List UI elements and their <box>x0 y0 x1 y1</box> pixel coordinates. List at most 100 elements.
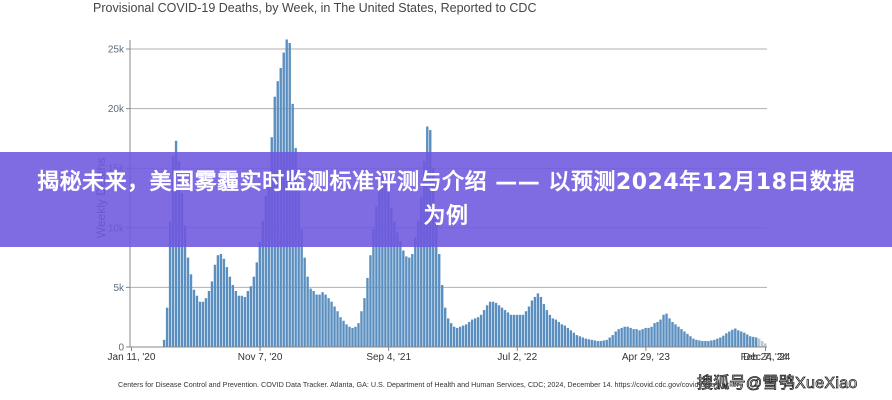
bar <box>390 207 393 347</box>
bar <box>755 337 758 347</box>
headline-text: 揭秘未来，美国雾霾实时监测标准评测与介绍 —— 以预测2024年12月18日数据… <box>37 169 855 229</box>
bar <box>432 168 435 347</box>
bar <box>725 333 728 347</box>
bar <box>524 311 528 347</box>
bar <box>743 332 746 347</box>
bar <box>722 335 725 347</box>
bar <box>255 262 258 347</box>
bar <box>384 176 387 347</box>
bar <box>336 311 339 347</box>
bar <box>219 254 223 347</box>
bar <box>473 318 477 347</box>
bar <box>450 323 453 347</box>
bar <box>674 324 677 347</box>
bar <box>246 290 250 347</box>
bar <box>500 307 504 347</box>
bar <box>327 298 330 347</box>
bar <box>554 319 558 347</box>
bar <box>506 312 510 347</box>
bar <box>587 339 590 347</box>
bar <box>261 220 264 347</box>
bar <box>479 314 483 347</box>
bar <box>626 326 629 347</box>
bar <box>533 296 537 347</box>
bar <box>333 306 336 347</box>
bar <box>578 336 581 347</box>
bar <box>330 301 333 347</box>
bar <box>195 295 199 347</box>
bar <box>518 314 522 347</box>
bar <box>177 161 181 347</box>
bar <box>611 335 614 347</box>
bar <box>650 326 653 347</box>
bar <box>225 267 229 347</box>
bar <box>228 276 232 347</box>
bar <box>605 339 608 347</box>
bar <box>716 338 719 347</box>
bar <box>542 304 546 347</box>
bar <box>216 255 220 347</box>
bar <box>210 281 214 347</box>
bar <box>470 319 474 347</box>
bar <box>494 302 498 347</box>
bar <box>746 334 749 347</box>
bar <box>602 340 605 347</box>
bar <box>411 254 414 347</box>
bar <box>240 295 244 347</box>
bar <box>491 301 495 347</box>
x-tick-label: Feb 24, '24 <box>741 352 791 363</box>
bar <box>509 314 513 347</box>
bar <box>557 321 561 347</box>
bar <box>620 327 623 347</box>
bar <box>566 327 570 347</box>
bar <box>339 317 342 347</box>
x-tick-label: Nov 7, '20 <box>238 352 283 363</box>
bar <box>575 335 578 347</box>
bar <box>740 331 743 347</box>
bar <box>306 276 309 347</box>
bar <box>659 319 662 347</box>
bar <box>300 228 303 347</box>
bar <box>761 341 764 347</box>
bar <box>539 296 543 347</box>
bar <box>593 340 596 347</box>
bar <box>363 298 366 347</box>
bar <box>420 196 423 347</box>
bar <box>258 242 261 347</box>
source-citation: Centers for Disease Control and Preventi… <box>118 380 740 389</box>
bar <box>315 294 318 347</box>
bar <box>590 339 593 347</box>
bar <box>617 329 620 347</box>
bar <box>405 256 408 347</box>
bar <box>192 289 196 347</box>
bar <box>372 228 375 347</box>
bar <box>521 314 525 347</box>
bar <box>387 192 390 347</box>
bar <box>213 264 217 347</box>
bar <box>444 307 447 347</box>
bar <box>321 292 324 347</box>
bar <box>402 250 405 347</box>
bar <box>728 331 731 347</box>
bar <box>515 314 519 347</box>
bar <box>464 324 468 347</box>
bar <box>536 293 540 347</box>
bar <box>207 290 211 347</box>
bar <box>653 323 656 347</box>
bar <box>423 161 426 347</box>
bar <box>318 294 321 347</box>
bar <box>656 321 659 347</box>
x-tick-label: Sep 4, '21 <box>366 352 411 363</box>
y-tick-label: 5k <box>113 283 125 294</box>
bar <box>324 294 327 347</box>
bar <box>186 257 190 347</box>
bar <box>671 321 674 347</box>
bar <box>452 326 456 347</box>
bar <box>503 310 507 347</box>
bar <box>488 301 492 347</box>
bar <box>345 324 348 347</box>
bar <box>435 214 438 347</box>
bar <box>752 336 755 347</box>
bar <box>455 327 459 347</box>
bar <box>366 277 369 347</box>
